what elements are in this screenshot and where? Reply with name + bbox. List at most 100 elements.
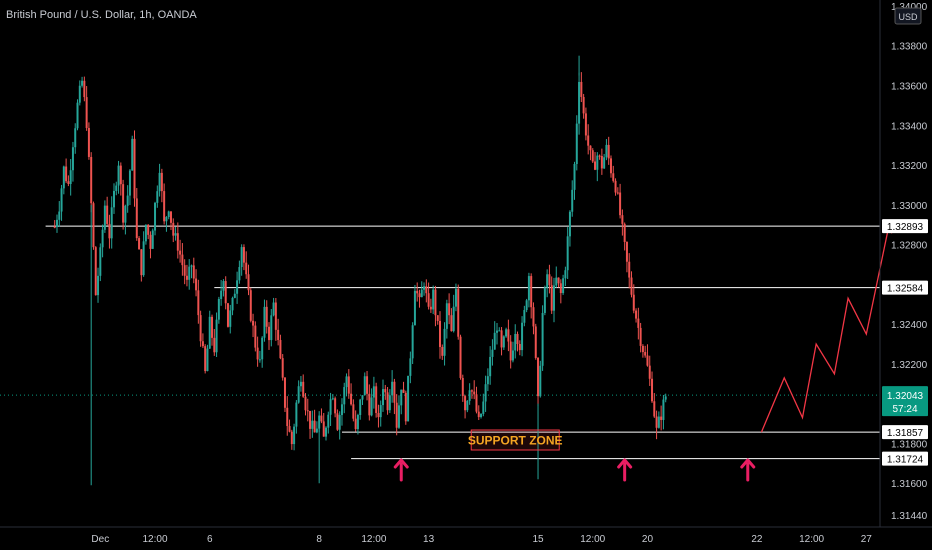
level-price-tag-label: 1.31857 (887, 428, 924, 439)
up-arrow-head (740, 458, 756, 469)
candle-body (464, 396, 467, 411)
candle-body (562, 278, 565, 294)
candle-body (119, 165, 122, 185)
projection-line[interactable] (760, 224, 890, 433)
candle-body (402, 389, 405, 393)
price-axis[interactable]: 1.34000 1.33800 1.33600 1.33400 1.33200 1.330… (891, 2, 928, 522)
candle-body (87, 127, 90, 157)
candle-body (286, 407, 289, 427)
candle-body (149, 234, 152, 249)
candle-body (245, 262, 248, 275)
candle-body (555, 277, 558, 286)
candle-body (122, 184, 125, 223)
candle-body (413, 290, 416, 326)
candle-body (664, 396, 667, 400)
candle-body (619, 192, 622, 216)
candle-body (179, 250, 182, 255)
candle-body (331, 398, 334, 400)
candle-body (249, 290, 252, 321)
time-axis[interactable]: Dec 12:00 6 8 12:00 13 15 12:00 20 22 12:00 27 (91, 534, 872, 545)
candle-body (477, 411, 480, 418)
candle-body (518, 343, 521, 351)
candle-body (432, 289, 435, 310)
level-price-tag-label: 1.32584 (887, 284, 924, 295)
candle-body (345, 376, 348, 388)
level-price-tag[interactable] (882, 451, 928, 466)
candle-body (195, 278, 198, 291)
candle-body (657, 416, 660, 428)
candle-body (281, 358, 284, 378)
candle-body (502, 336, 505, 348)
candle-body (199, 315, 202, 342)
candle-body (304, 396, 307, 411)
candle-body (443, 328, 446, 356)
candle-body (505, 329, 508, 337)
candle-body (204, 346, 207, 372)
candle-body (69, 170, 72, 184)
candle-body (147, 224, 150, 235)
candle-body (115, 185, 118, 191)
candle-body (409, 358, 412, 376)
candle-body (614, 180, 617, 193)
candle-body (461, 377, 464, 397)
candle-body (297, 386, 300, 403)
candle-body (404, 392, 407, 422)
candle-body (128, 170, 131, 196)
support-zone-annotation: SUPPORT ZONE (468, 429, 563, 451)
candle-body (655, 416, 658, 428)
candle-body (425, 286, 428, 294)
candle-body (628, 261, 631, 278)
candle-body (612, 173, 615, 181)
candle-body (607, 144, 610, 159)
time-tick-label: 22 (751, 534, 763, 545)
candle-body (635, 310, 638, 319)
candle-body (270, 315, 273, 341)
candle-body (591, 150, 594, 162)
candle-body (354, 418, 357, 430)
candle-body (587, 135, 590, 146)
candle-body (99, 247, 102, 276)
candle-body (165, 217, 168, 222)
price-tick-label: 1.33000 (891, 201, 928, 212)
candle-body (418, 293, 421, 298)
candle-body (459, 336, 462, 378)
current-price-tag[interactable] (882, 386, 928, 417)
candle-body (646, 355, 649, 366)
candle-body (359, 399, 362, 415)
support-zone-box[interactable] (470, 429, 560, 451)
currency-badge[interactable] (894, 7, 922, 25)
support-arrows (393, 458, 756, 482)
candle-body (600, 156, 603, 169)
candle-body (112, 190, 115, 208)
level-price-tag[interactable] (882, 219, 928, 234)
up-arrow-icon (393, 458, 409, 482)
support-zone-label: SUPPORT ZONE (468, 434, 563, 448)
candle-body (388, 395, 391, 411)
candle-body (452, 306, 455, 332)
candle-body (372, 386, 375, 398)
candle-body (288, 426, 291, 432)
candle-body (484, 384, 487, 402)
time-tick-label: 8 (316, 534, 322, 545)
candle-body (530, 276, 533, 308)
candle-body (334, 398, 337, 414)
candle-body (181, 254, 184, 266)
candle-body (329, 399, 332, 415)
candle-body (261, 337, 264, 360)
candle-body (302, 381, 305, 397)
candle-body (126, 195, 129, 206)
candle-body (97, 275, 100, 296)
candle-body (632, 294, 635, 311)
candle-body (498, 330, 501, 332)
candle-body (124, 205, 127, 223)
candle-body (434, 289, 437, 316)
candle-body (468, 390, 471, 401)
candle-body (197, 290, 200, 316)
candle-body (67, 181, 70, 184)
candle-body (71, 147, 74, 171)
level-price-tag[interactable] (882, 425, 928, 440)
candle-body (653, 401, 656, 417)
level-price-tag[interactable] (882, 280, 928, 295)
candles (53, 55, 667, 486)
